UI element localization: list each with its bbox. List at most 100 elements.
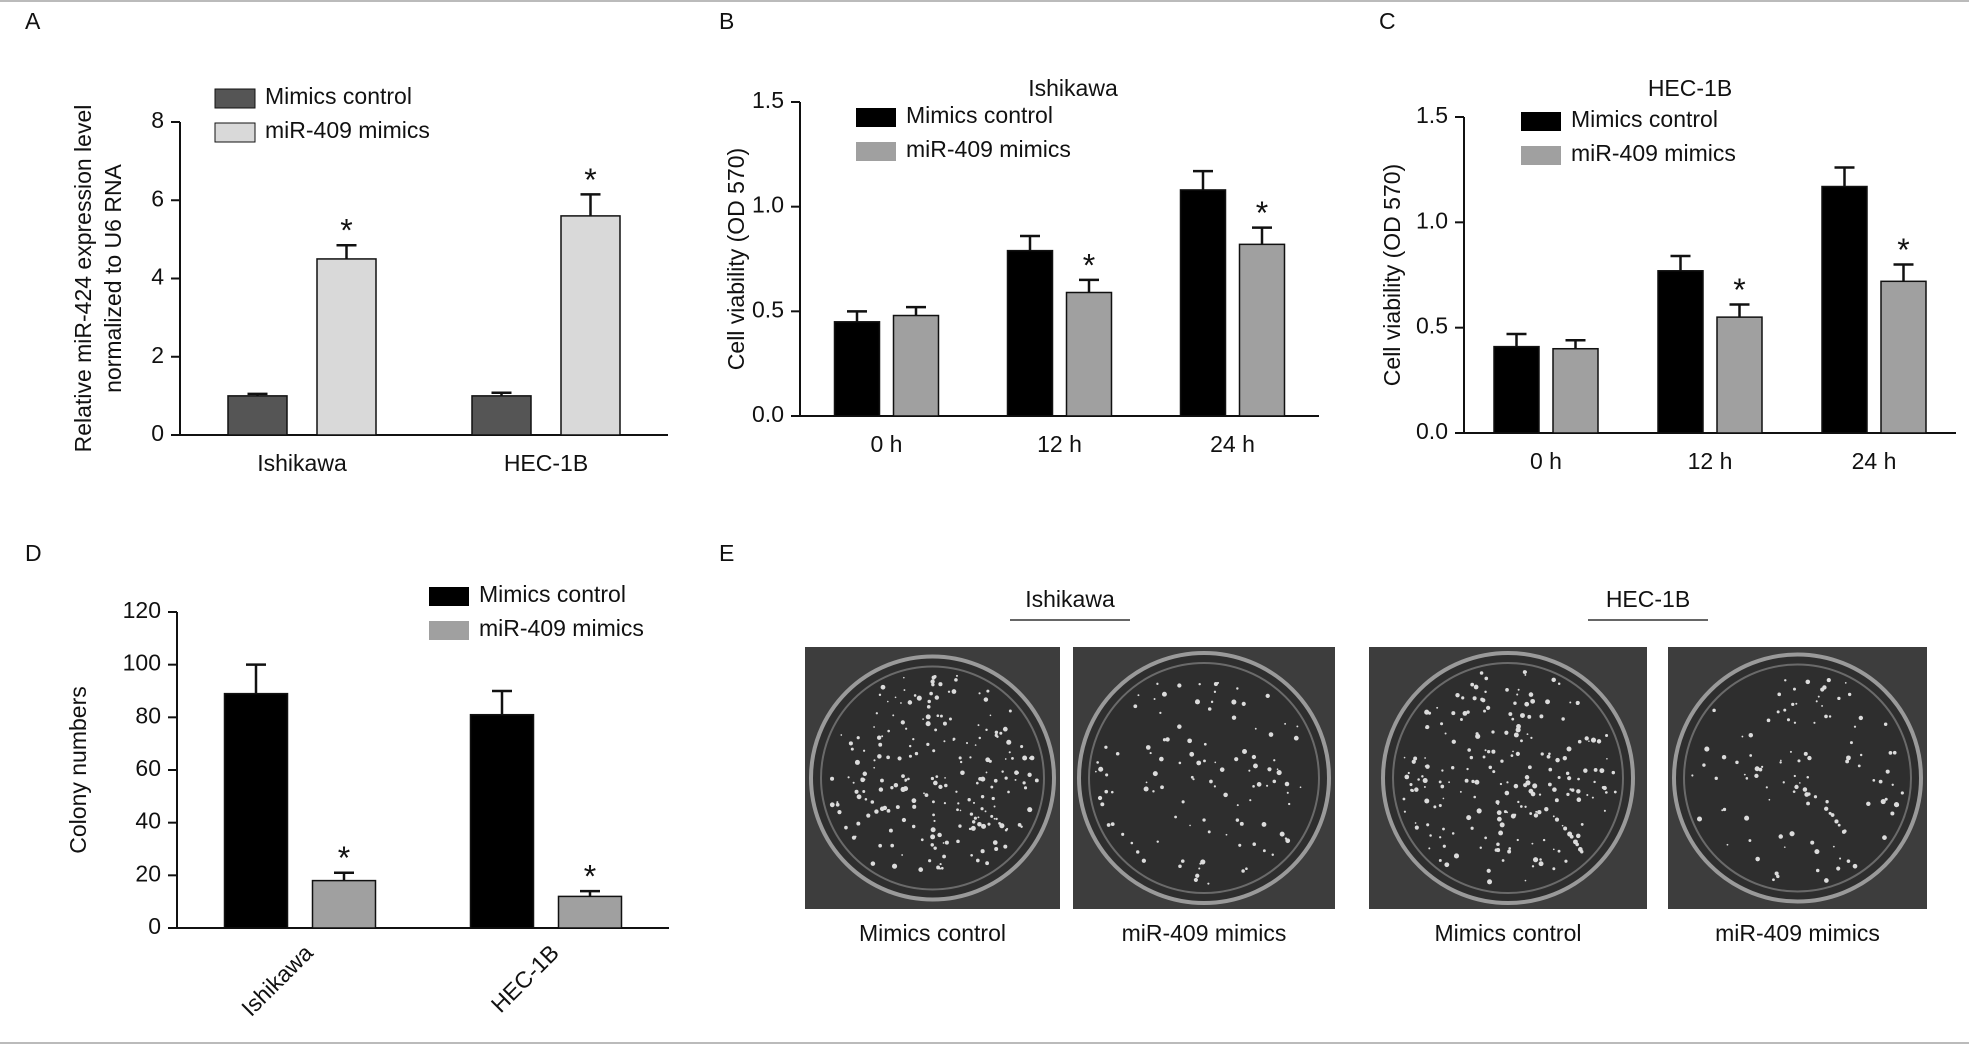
colony: [929, 691, 933, 696]
bar: [469, 713, 535, 929]
colony: [1483, 709, 1486, 713]
colony: [1524, 805, 1527, 808]
colony: [1853, 725, 1857, 728]
colony: [1187, 738, 1192, 744]
colony: [1539, 858, 1542, 861]
colony: [986, 689, 990, 693]
colony: [1815, 700, 1818, 703]
colony: [1789, 831, 1795, 837]
colony: [1537, 809, 1542, 815]
colony: [1484, 676, 1489, 681]
colony: [1570, 788, 1575, 792]
colony: [880, 684, 886, 690]
colony: [1527, 714, 1532, 719]
colony: [1145, 745, 1151, 750]
colony: [1438, 858, 1442, 862]
colony: [1474, 779, 1480, 785]
colony: [991, 796, 995, 801]
colony: [1115, 752, 1120, 756]
colony: [1792, 790, 1796, 793]
colony: [970, 853, 973, 857]
colony: [1884, 797, 1888, 801]
colony: [1266, 784, 1269, 787]
colony: [1602, 785, 1607, 791]
colony: [1555, 757, 1560, 763]
bar: [560, 215, 621, 436]
colony: [903, 689, 906, 691]
colony: [1216, 681, 1220, 684]
colony: [881, 735, 884, 738]
colony: [1603, 809, 1606, 812]
colony: [850, 747, 854, 751]
colony: [1721, 809, 1724, 812]
colony: [1442, 797, 1445, 800]
colony: [1242, 749, 1247, 754]
x-tick-label: HEC-1B: [504, 450, 588, 476]
colony: [1251, 754, 1257, 760]
colony: [1824, 806, 1829, 811]
colony: [1236, 804, 1239, 807]
x-tick-label: 24 h: [1852, 448, 1897, 474]
colony: [1104, 789, 1109, 794]
colony: [862, 749, 866, 752]
colony: [1832, 845, 1835, 848]
colony: [1261, 822, 1267, 827]
legend-label: miR-409 mimics: [906, 136, 1071, 162]
legend-label: Mimics control: [1571, 106, 1718, 132]
colony: [1202, 818, 1206, 822]
colony: [1896, 803, 1900, 807]
colony: [996, 735, 999, 739]
colony: [1262, 849, 1266, 853]
colony: [890, 786, 894, 790]
colony: [1512, 750, 1514, 753]
colony: [1471, 779, 1475, 784]
colony: [1765, 786, 1768, 789]
colony: [936, 714, 940, 718]
colony: [1748, 839, 1752, 842]
colony: [1145, 781, 1148, 784]
colony: [1414, 787, 1419, 792]
colony: [1712, 708, 1716, 713]
colony: [1516, 693, 1519, 696]
colony: [901, 817, 907, 823]
colony: [1857, 764, 1861, 768]
colony: [1825, 800, 1829, 804]
colony: [1467, 748, 1471, 752]
colony: [1466, 815, 1472, 821]
colony: [1503, 810, 1507, 814]
y-tick-label: 0.0: [752, 401, 784, 427]
colony: [1234, 757, 1239, 762]
colony: [1755, 856, 1760, 862]
colony: [1766, 718, 1771, 723]
bar: [1657, 270, 1704, 434]
colony: [1276, 768, 1279, 771]
colony: [943, 802, 947, 805]
colony: [1504, 790, 1510, 796]
colony: [1517, 688, 1520, 691]
colony: [1110, 790, 1114, 794]
colony: [1195, 873, 1200, 878]
colony: [847, 776, 850, 779]
colony: [1268, 732, 1274, 737]
colony: [1530, 698, 1536, 704]
x-tick-label: HEC-1B: [486, 939, 564, 1017]
colony: [1238, 843, 1242, 847]
colony: [1824, 878, 1829, 883]
colony: [932, 800, 935, 804]
colony: [1523, 783, 1528, 788]
colony: [1754, 766, 1760, 772]
colony: [1425, 726, 1428, 730]
colony: [922, 718, 924, 720]
colony: [940, 866, 944, 870]
bar: [471, 395, 532, 436]
colony: [1499, 782, 1503, 786]
colony: [886, 700, 889, 703]
colony: [1235, 818, 1240, 822]
colony: [856, 794, 862, 800]
colony: [1532, 783, 1538, 789]
colony: [925, 721, 931, 727]
colony: [1813, 721, 1816, 724]
colony: [873, 726, 875, 728]
colony: [878, 742, 883, 747]
colony: [1029, 756, 1032, 760]
